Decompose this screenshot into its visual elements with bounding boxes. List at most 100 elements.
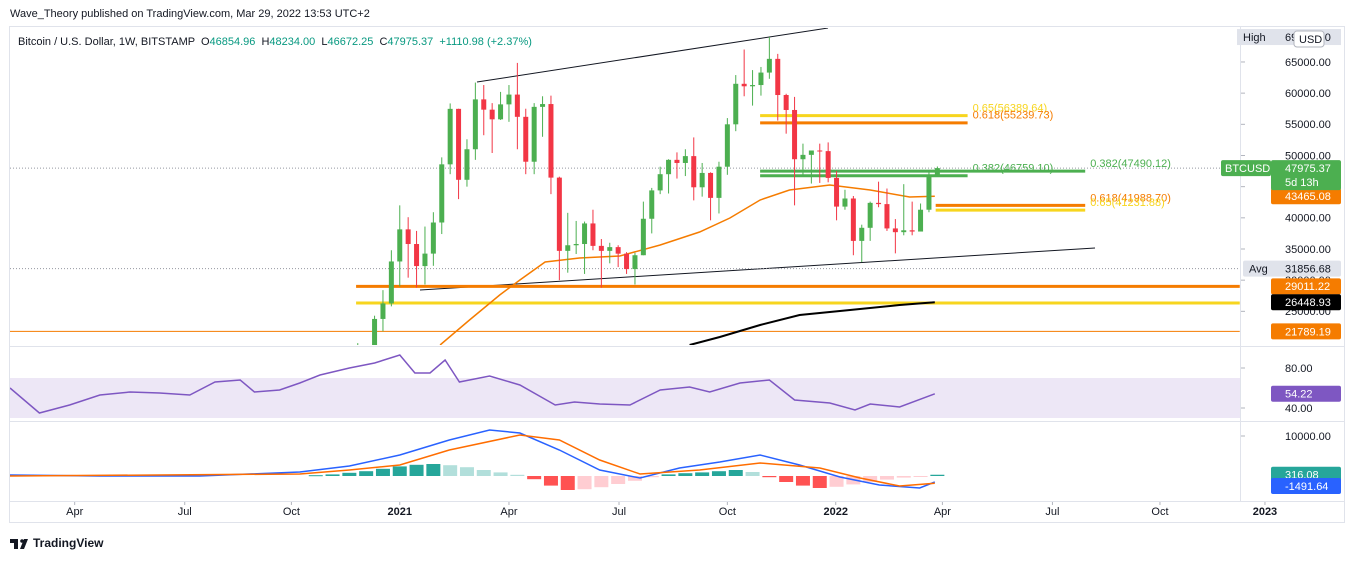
histogram-bar — [762, 476, 777, 478]
level-label: 0.65(41231.88) — [1090, 197, 1165, 209]
candle-body — [498, 104, 504, 120]
histogram-bar — [308, 475, 323, 477]
symbol-tag-bg — [1221, 160, 1271, 177]
candle-body — [792, 109, 798, 160]
avg-tag-value: 31856.68 — [1285, 263, 1331, 275]
histogram-bar — [527, 476, 542, 480]
histogram-bar — [879, 476, 894, 480]
macd-pane — [10, 429, 945, 490]
histogram-bar — [678, 473, 693, 476]
currency-bg — [1293, 30, 1325, 48]
candle-body — [649, 190, 655, 219]
avg-tag-name: Avg — [1249, 263, 1268, 275]
logo-dot — [20, 539, 24, 543]
high-tag-name: High — [1243, 32, 1266, 44]
moving-average — [689, 301, 935, 345]
histogram-bar — [426, 464, 441, 476]
histogram-bar — [812, 476, 827, 488]
y-tick-label: 10000.00 — [1285, 431, 1331, 443]
candle-body — [422, 253, 428, 267]
histogram-bar — [745, 472, 760, 476]
chart-frame — [9, 26, 1345, 523]
level-label: 0.65(56389.64) — [973, 103, 1048, 115]
histogram-bar — [543, 476, 558, 486]
histogram-bar — [779, 476, 794, 482]
x-tick-label: Oct — [719, 506, 736, 518]
histogram-bar — [493, 472, 508, 476]
y-tick-label: 35000.00 — [1285, 244, 1331, 256]
symbol-legend: Bitcoin / U.S. Dollar, 1W, BITSTAMP O468… — [18, 36, 532, 48]
level-tag: 21789.19 — [1285, 326, 1331, 338]
candle-body — [556, 177, 562, 251]
last-price: 47975.37 — [1285, 163, 1331, 175]
candle-body — [607, 247, 613, 251]
histogram-bar — [896, 476, 911, 478]
histogram-bar — [913, 476, 928, 477]
indicator-line — [10, 434, 935, 487]
candle-body — [388, 261, 394, 304]
histogram-bar — [560, 476, 575, 490]
histogram-bar — [459, 467, 474, 476]
ma-tag-bg — [1271, 188, 1341, 205]
candle-body — [724, 124, 730, 167]
histogram-bar — [409, 464, 424, 476]
histogram-bar — [375, 468, 390, 476]
x-tick-label: 2022 — [823, 506, 847, 518]
histogram-bar — [627, 476, 642, 481]
ohlc-key: L — [321, 36, 327, 48]
candle-body — [859, 227, 865, 241]
candle-body — [867, 202, 873, 228]
candle-body — [918, 209, 924, 232]
candle-body — [523, 116, 529, 162]
ohlc-key: O — [201, 36, 210, 48]
axes: Apr Jul Oct 2021 Apr Jul Oct 2022 Apr Jul Oct 2023 2… — [66, 29, 1341, 518]
candle-body — [624, 253, 630, 270]
countdown: 5d 13h — [1285, 177, 1319, 189]
candle-body — [531, 106, 537, 162]
symbol-tag: BTCUSD — [1225, 163, 1270, 175]
candle-body — [808, 150, 814, 155]
candle-body — [540, 104, 546, 107]
candle-body — [876, 202, 882, 205]
ohlc-key: C — [379, 36, 387, 48]
level-label: 0.382(46759.10) — [973, 163, 1054, 175]
level-tag-bg — [1271, 278, 1341, 295]
histogram-bar — [476, 470, 491, 476]
candle-body — [682, 156, 688, 163]
candle-body — [598, 245, 604, 251]
histogram-bar — [863, 476, 878, 482]
histogram-bar — [611, 476, 626, 484]
y-tick-label: 40000.00 — [1285, 213, 1331, 225]
histogram-bar — [443, 465, 458, 476]
y-tick-label: 40.00 — [1285, 403, 1313, 415]
candle-body — [901, 230, 907, 233]
histogram-bar — [359, 471, 374, 476]
x-tick-label: 2021 — [388, 506, 412, 518]
candle-body — [565, 245, 571, 251]
price-pane: 0.65(56389.64)0.618(55239.73) 0.382(46759… — [10, 28, 1240, 345]
avg-tag-bg — [1243, 260, 1341, 277]
candle-body — [775, 58, 781, 96]
indicator-tag: 54.22 — [1285, 389, 1313, 401]
candle-body — [514, 94, 520, 117]
y-tick-label: 50000.00 — [1285, 150, 1331, 162]
candle-body — [699, 172, 705, 188]
level-tag-bg — [1271, 323, 1341, 340]
indicator-tag-bg — [1271, 477, 1341, 494]
candle-body — [825, 151, 831, 178]
histogram-bar — [644, 476, 659, 478]
candle-body — [750, 85, 756, 87]
candle-body — [850, 198, 856, 241]
ma-tag: 26448.93 — [1285, 297, 1331, 309]
histogram-bar — [577, 476, 592, 490]
x-tick-label: Jul — [1045, 506, 1059, 518]
moving-average — [439, 184, 935, 345]
candle-body — [817, 150, 823, 152]
candle-body — [674, 159, 680, 163]
candle-body — [481, 99, 487, 110]
change: +1110.98 (+2.37%) — [439, 36, 532, 48]
level-tag: 29011.22 — [1285, 281, 1330, 293]
candle-body — [783, 95, 789, 110]
